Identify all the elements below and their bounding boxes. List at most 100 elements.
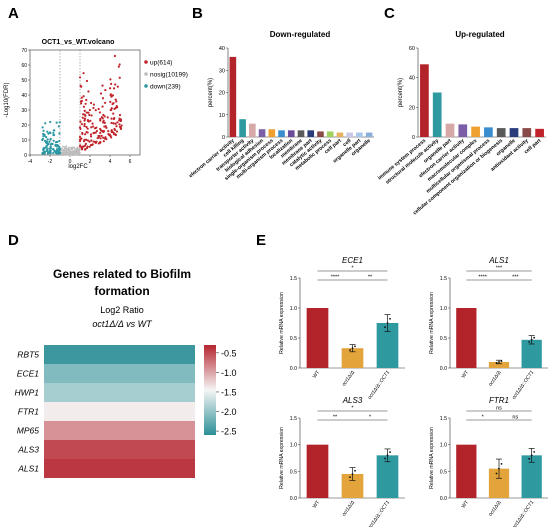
volcano-point-up	[85, 146, 89, 150]
replicate-dot	[389, 451, 391, 454]
volcano-point-up	[92, 132, 95, 135]
expression-bar	[306, 444, 329, 498]
volcano-point-up	[80, 123, 83, 126]
volcano-point-nosig	[70, 147, 72, 149]
volcano-xtick-label: 6	[129, 159, 132, 165]
volcano-point-up	[99, 117, 102, 121]
volcano-point-up	[101, 84, 104, 87]
replicate-dot	[354, 345, 356, 348]
bar	[229, 56, 237, 137]
y-tick-label: 0.5	[290, 336, 297, 342]
volcano-point-up	[80, 147, 83, 150]
volcano-point-up	[85, 79, 89, 83]
bar	[258, 129, 266, 137]
heatmap-title-line2: formation	[94, 284, 149, 298]
expression-subplot-als3: ALS3 0.0 0.5 1.0 1.5 Relative mRNA expression…	[279, 396, 405, 527]
bar	[365, 132, 373, 137]
volcano-ytick-label: 30	[21, 108, 27, 114]
volcano-point-up	[80, 99, 84, 103]
heatmap-row-label: MP65	[17, 426, 39, 436]
volcano-title: OCT1_vs_WT.volcano	[42, 39, 115, 46]
heatmap-row-label: RBT5	[17, 350, 39, 360]
volcano-ytick-label: 70	[21, 48, 27, 54]
volcano-point-up	[109, 78, 112, 81]
replicate-dot	[386, 322, 389, 324]
volcano-point-up	[80, 137, 83, 140]
heatmap-cell	[44, 383, 195, 402]
replicate-dot	[349, 476, 351, 479]
volcano-point-down	[46, 151, 50, 154]
volcano-point-up	[91, 122, 94, 125]
expression-bar	[521, 339, 542, 368]
y-tick-label: 1.5	[440, 416, 447, 422]
y-tick-label: 0	[222, 135, 225, 141]
volcano-point-nosig	[71, 146, 74, 149]
volcano-point-up	[99, 140, 102, 144]
heatmap-row-label: ALS1	[17, 464, 39, 474]
replicate-dot	[386, 454, 389, 457]
bar	[432, 92, 442, 137]
significance-label: ns	[496, 406, 502, 412]
volcano-point-up	[78, 76, 82, 79]
volcano-point-up	[113, 107, 116, 110]
volcano-point-up	[84, 133, 87, 136]
expression-bar	[488, 468, 510, 498]
volcano-point-up	[119, 127, 123, 130]
expression-bar	[341, 348, 364, 368]
heatmap-cell	[44, 364, 195, 383]
expression-bar	[488, 362, 510, 368]
volcano-point-up	[110, 130, 113, 134]
volcano-point-up	[88, 113, 91, 117]
y-tick-label: 10	[219, 113, 225, 119]
heatmap-legend-subtitle: oct1Δ/Δ vs WT	[92, 319, 153, 329]
volcano-point-up	[95, 129, 99, 133]
bar	[509, 128, 519, 137]
replicate-dot	[498, 467, 500, 470]
replicate-dot	[384, 457, 386, 460]
volcano-point-up	[120, 124, 123, 127]
replicate-dot	[351, 347, 354, 350]
y-tick-label: 1.5	[290, 416, 297, 422]
volcano-point-up	[79, 102, 83, 105]
volcano-point-up	[99, 127, 102, 131]
x-tick-label: oct1Δ/Δ::OCT1	[511, 500, 535, 527]
volcano-point-down	[58, 121, 61, 124]
x-tick-label: oct1Δ/Δ	[341, 499, 356, 517]
y-tick-label: 1.0	[440, 443, 447, 449]
colorbar-tick-label: -0.5	[221, 348, 237, 358]
volcano-point-nosig	[75, 147, 78, 150]
volcano-point-up	[107, 130, 110, 133]
volcano-point-nosig	[72, 154, 75, 156]
volcano-point-down	[42, 132, 45, 136]
significance-label: ***	[512, 275, 519, 281]
y-tick-label: 0.5	[440, 469, 447, 475]
y-axis-label: Relative mRNA expression	[429, 292, 435, 354]
volcano-xlabel: log2FC	[68, 164, 88, 170]
volcano-point-down	[45, 136, 48, 139]
volcano-point-down	[49, 145, 52, 148]
volcano-point-up	[78, 135, 82, 139]
volcano-point-down	[51, 142, 54, 146]
bar	[239, 119, 246, 137]
expression-bar	[376, 323, 399, 368]
bar	[326, 131, 334, 137]
y-tick-label: 0.0	[290, 496, 297, 502]
panel-label-e: E	[256, 232, 266, 249]
volcano-point-up	[80, 85, 83, 88]
heatmap-colorbar	[204, 345, 216, 435]
volcano-point-down	[49, 120, 52, 124]
volcano-legend-marker	[144, 60, 148, 64]
significance-label: ***	[496, 266, 503, 272]
volcano-point-up	[87, 111, 90, 114]
volcano-point-up	[82, 140, 86, 143]
expression-bar	[376, 455, 399, 498]
replicate-dot	[530, 338, 533, 341]
volcano-point-up	[99, 92, 103, 95]
volcano-point-nosig	[65, 147, 68, 149]
volcano-point-up	[110, 82, 113, 85]
volcano-point-up	[88, 108, 91, 112]
replicate-dot	[500, 462, 503, 465]
volcano-point-up	[91, 125, 95, 128]
volcano-point-up	[112, 122, 115, 125]
bar	[484, 127, 493, 137]
